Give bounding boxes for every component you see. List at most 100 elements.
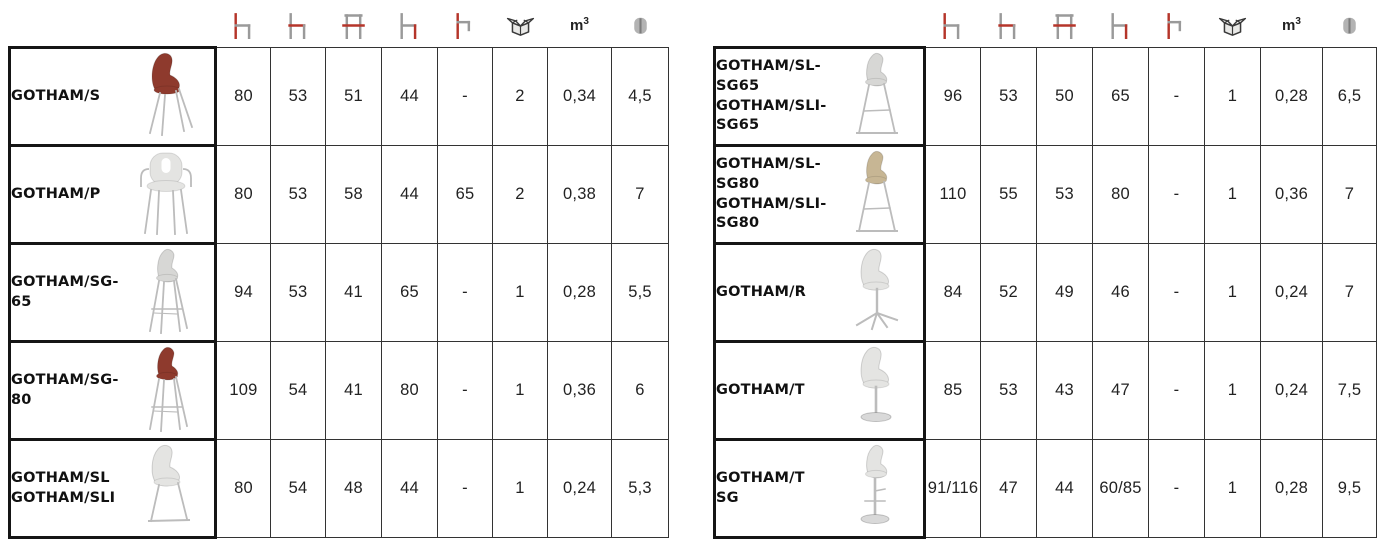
product-name-wrap: GOTHAM/S xyxy=(11,49,214,144)
box-icon xyxy=(506,17,534,36)
product-row: GOTHAM/SL-SG80 GOTHAM/SLI-SG80 110 55 53 80-1… xyxy=(713,144,1377,245)
spec-value-box: 2 xyxy=(492,47,548,146)
spec-value-armrest-height: - xyxy=(437,439,493,538)
spec-value-seat-depth: 53 xyxy=(270,47,326,146)
spec-value-seat-depth: 53 xyxy=(980,47,1037,146)
product-row: GOTHAM/P 80 53 58 44 65 2 0,38 7 xyxy=(8,144,669,245)
spec-value-seat-height: 44 xyxy=(381,439,438,538)
spec-value-armrest-height: - xyxy=(1148,47,1205,146)
weight-icon xyxy=(1343,17,1356,34)
spec-value-armrest-height: - xyxy=(437,47,493,146)
weight-icon xyxy=(633,17,647,34)
product-name: GOTHAM/S xyxy=(11,87,101,104)
box-icon-cell xyxy=(1205,4,1261,48)
product-name-cell: GOTHAM/SL-SG65 GOTHAM/SLI-SG65 xyxy=(713,46,926,147)
spec-value-box: 1 xyxy=(1204,341,1261,440)
spec-value-total-height: 96 xyxy=(924,47,981,146)
chair-photo xyxy=(829,49,921,144)
product-row: GOTHAM/SL GOTHAM/SLI 80 54 48 44-1 0,24 5,3 xyxy=(8,438,669,539)
product-row: GOTHAM/T 85 53 43 47-1 0,24 7,5 xyxy=(713,340,1377,441)
spec-value-volume: 0,24 xyxy=(1260,341,1323,440)
product-name-wrap: GOTHAM/P xyxy=(11,147,214,242)
product-name: GOTHAM/SL GOTHAM/SLI xyxy=(11,469,116,506)
spec-value-overall-width: 41 xyxy=(325,243,382,342)
spec-value-seat-depth: 54 xyxy=(270,341,326,440)
table-body: GOTHAM/SL-SG65 GOTHAM/SLI-SG65 96 53 50 65-1 0… xyxy=(713,46,1377,539)
product-name: GOTHAM/T xyxy=(716,381,805,398)
spec-value-box: 1 xyxy=(492,439,548,538)
box-icon-cell xyxy=(493,4,548,48)
spec-value-overall-width: 44 xyxy=(1036,439,1093,538)
spec-value-seat-depth: 53 xyxy=(270,243,326,342)
chair-photo xyxy=(120,49,212,144)
name-column-header xyxy=(715,4,925,48)
seat-height-icon-cell xyxy=(1093,4,1149,48)
spec-value-armrest-height: 65 xyxy=(437,145,493,244)
overall-width-icon-cell xyxy=(1037,4,1093,48)
product-name-wrap: GOTHAM/SL-SG80 GOTHAM/SLI-SG80 xyxy=(716,147,923,242)
armrest-height-icon xyxy=(1167,13,1182,39)
total-height-icon xyxy=(943,13,960,39)
product-name-wrap: GOTHAM/T xyxy=(716,343,923,438)
spec-value-seat-height: 60/85 xyxy=(1092,439,1149,538)
chair-photo xyxy=(829,343,921,438)
seat-depth-icon-cell xyxy=(271,4,326,48)
spec-value-volume: 0,28 xyxy=(1260,439,1323,538)
spec-value-seat-depth: 52 xyxy=(980,243,1037,342)
product-name: GOTHAM/R xyxy=(716,283,806,300)
product-row: GOTHAM/T SG 91/116 47 44 60/85-1 0,28 9,5 xyxy=(713,438,1377,539)
product-name-wrap: GOTHAM/R xyxy=(716,245,923,340)
chair-photo xyxy=(829,245,921,340)
spec-value-box: 1 xyxy=(1204,47,1261,146)
product-name-wrap: GOTHAM/SG-65 xyxy=(11,245,214,340)
overall-width-icon xyxy=(1053,14,1076,39)
header-row: m3 xyxy=(715,4,1377,48)
chair-photo xyxy=(120,343,212,438)
seat-height-icon-cell xyxy=(382,4,438,48)
overall-width-icon xyxy=(342,14,365,39)
product-name-cell: GOTHAM/SL GOTHAM/SLI xyxy=(8,438,217,539)
spec-value-total-height: 80 xyxy=(215,145,271,244)
chair-photo xyxy=(829,147,921,242)
spec-value-total-height: 80 xyxy=(215,47,271,146)
spec-value-weight: 5,3 xyxy=(611,439,669,538)
product-name-cell: GOTHAM/SG-80 xyxy=(8,340,217,441)
spec-value-weight: 4,5 xyxy=(611,47,669,146)
seat-height-icon xyxy=(1111,13,1128,39)
product-row: GOTHAM/R 84 52 49 46-1 0,24 7 xyxy=(713,242,1377,343)
product-name: GOTHAM/SG-65 xyxy=(11,273,119,310)
spec-value-overall-width: 48 xyxy=(325,439,382,538)
spec-value-box: 1 xyxy=(492,243,548,342)
overall-width-icon-cell xyxy=(326,4,382,48)
spec-value-seat-height: 44 xyxy=(381,47,438,146)
volume-label-cell: m3 xyxy=(548,4,612,48)
seat-height-icon xyxy=(400,13,417,39)
table-header: m3 xyxy=(715,4,1377,48)
spec-value-seat-height: 46 xyxy=(1092,243,1149,342)
spec-value-total-height: 94 xyxy=(215,243,271,342)
spec-value-weight: 5,5 xyxy=(611,243,669,342)
spec-value-total-height: 110 xyxy=(924,145,981,244)
total-height-icon xyxy=(233,13,250,39)
chair-photo xyxy=(829,441,921,536)
spec-value-seat-height: 47 xyxy=(1092,341,1149,440)
spec-value-volume: 0,28 xyxy=(1260,47,1323,146)
product-name: GOTHAM/T SG xyxy=(716,469,805,506)
table-body: GOTHAM/S 80 53 51 44-2 0,34 4,5 GOTHAM/P 80 53 58… xyxy=(8,46,669,539)
product-name-wrap: GOTHAM/SG-80 xyxy=(11,343,214,438)
spec-value-overall-width: 51 xyxy=(325,47,382,146)
chair-photo xyxy=(120,441,212,536)
spec-value-seat-depth: 47 xyxy=(980,439,1037,538)
spec-value-volume: 0,36 xyxy=(1260,145,1323,244)
spec-value-weight: 7 xyxy=(1322,243,1377,342)
armrest-height-icon-cell xyxy=(438,4,493,48)
armrest-height-icon xyxy=(455,13,470,39)
spec-value-weight: 7 xyxy=(611,145,669,244)
spec-value-volume: 0,28 xyxy=(547,243,612,342)
spec-value-box: 2 xyxy=(492,145,548,244)
spec-value-volume: 0,24 xyxy=(1260,243,1323,342)
product-name-cell: GOTHAM/R xyxy=(713,242,926,343)
spec-value-armrest-height: - xyxy=(1148,341,1205,440)
spec-value-seat-height: 80 xyxy=(381,341,438,440)
spec-value-seat-depth: 54 xyxy=(270,439,326,538)
